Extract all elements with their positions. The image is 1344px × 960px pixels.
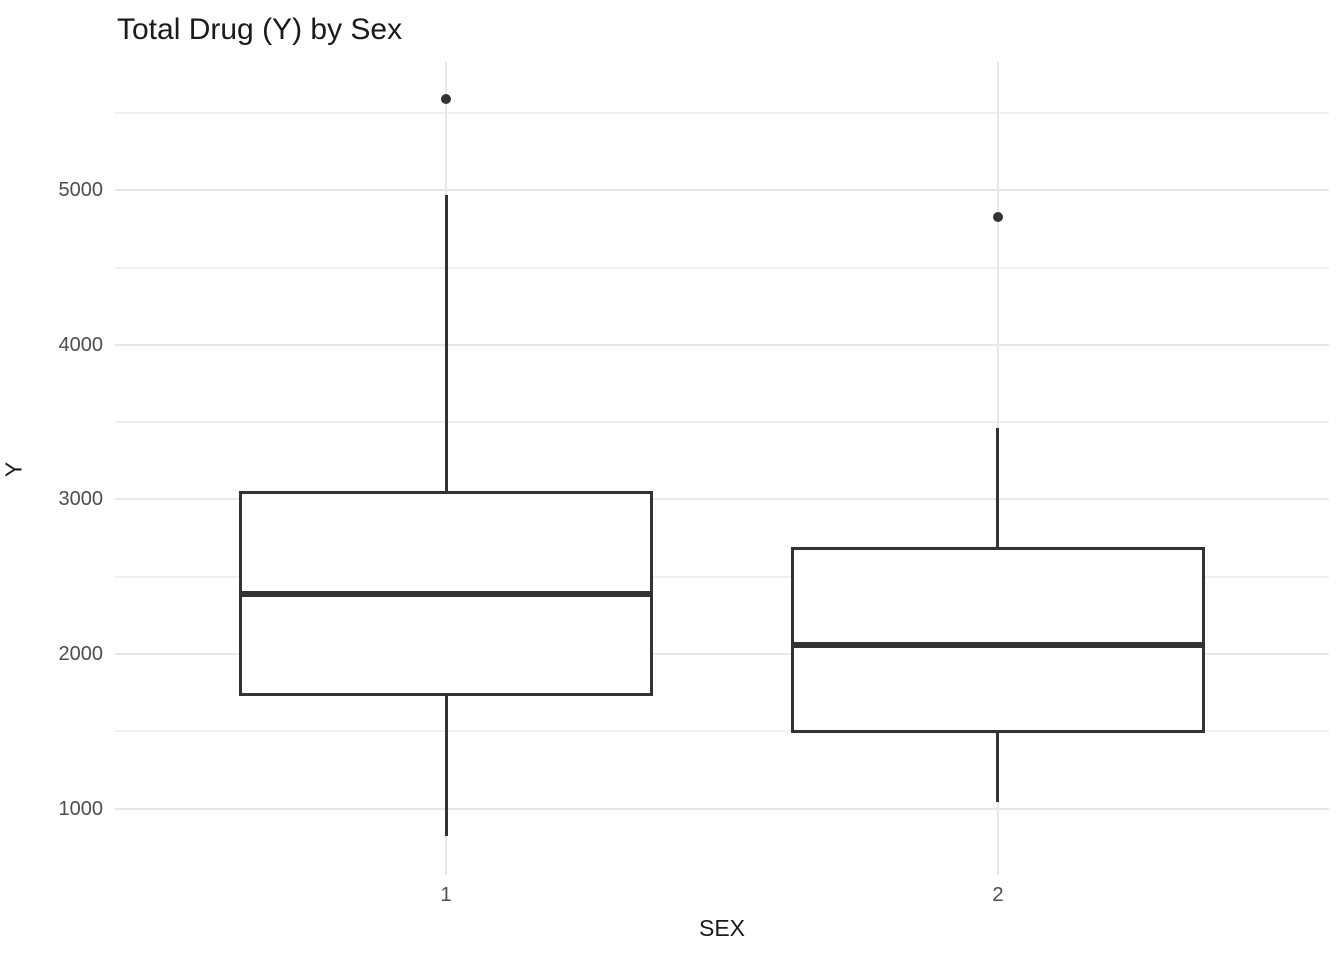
upper-whisker	[444, 194, 448, 491]
gridline-major	[115, 189, 1329, 192]
x-axis-title: SEX	[698, 915, 746, 941]
gridline-minor	[115, 730, 1329, 733]
y-tick-label: 5000	[58, 179, 104, 202]
lower-whisker	[996, 732, 1000, 802]
outlier-point	[441, 94, 452, 105]
gridline-minor	[115, 575, 1329, 578]
upper-whisker	[996, 427, 1000, 548]
gridline-minor	[115, 421, 1329, 424]
lower-whisker	[444, 696, 448, 837]
median-line	[239, 590, 654, 597]
gridline-minor	[115, 112, 1329, 114]
x-tick-label: 2	[992, 884, 1004, 906]
y-tick-label: 1000	[58, 797, 104, 820]
gridline-major	[115, 498, 1329, 501]
chart-title: Total Drug (Y) by Sex	[117, 13, 403, 46]
boxplot-box-2	[790, 547, 1205, 733]
plot-panel	[115, 62, 1329, 875]
x-tick-label: 1	[440, 884, 452, 906]
gridline-minor	[115, 266, 1329, 269]
y-tick-label: 2000	[58, 642, 104, 665]
median-line	[790, 642, 1205, 649]
gridline-major	[115, 807, 1329, 810]
gridline-major	[115, 652, 1329, 655]
gridline-major	[115, 343, 1329, 346]
y-tick-label: 4000	[58, 333, 104, 356]
y-tick-label: 3000	[58, 488, 104, 511]
outlier-point	[992, 212, 1003, 223]
